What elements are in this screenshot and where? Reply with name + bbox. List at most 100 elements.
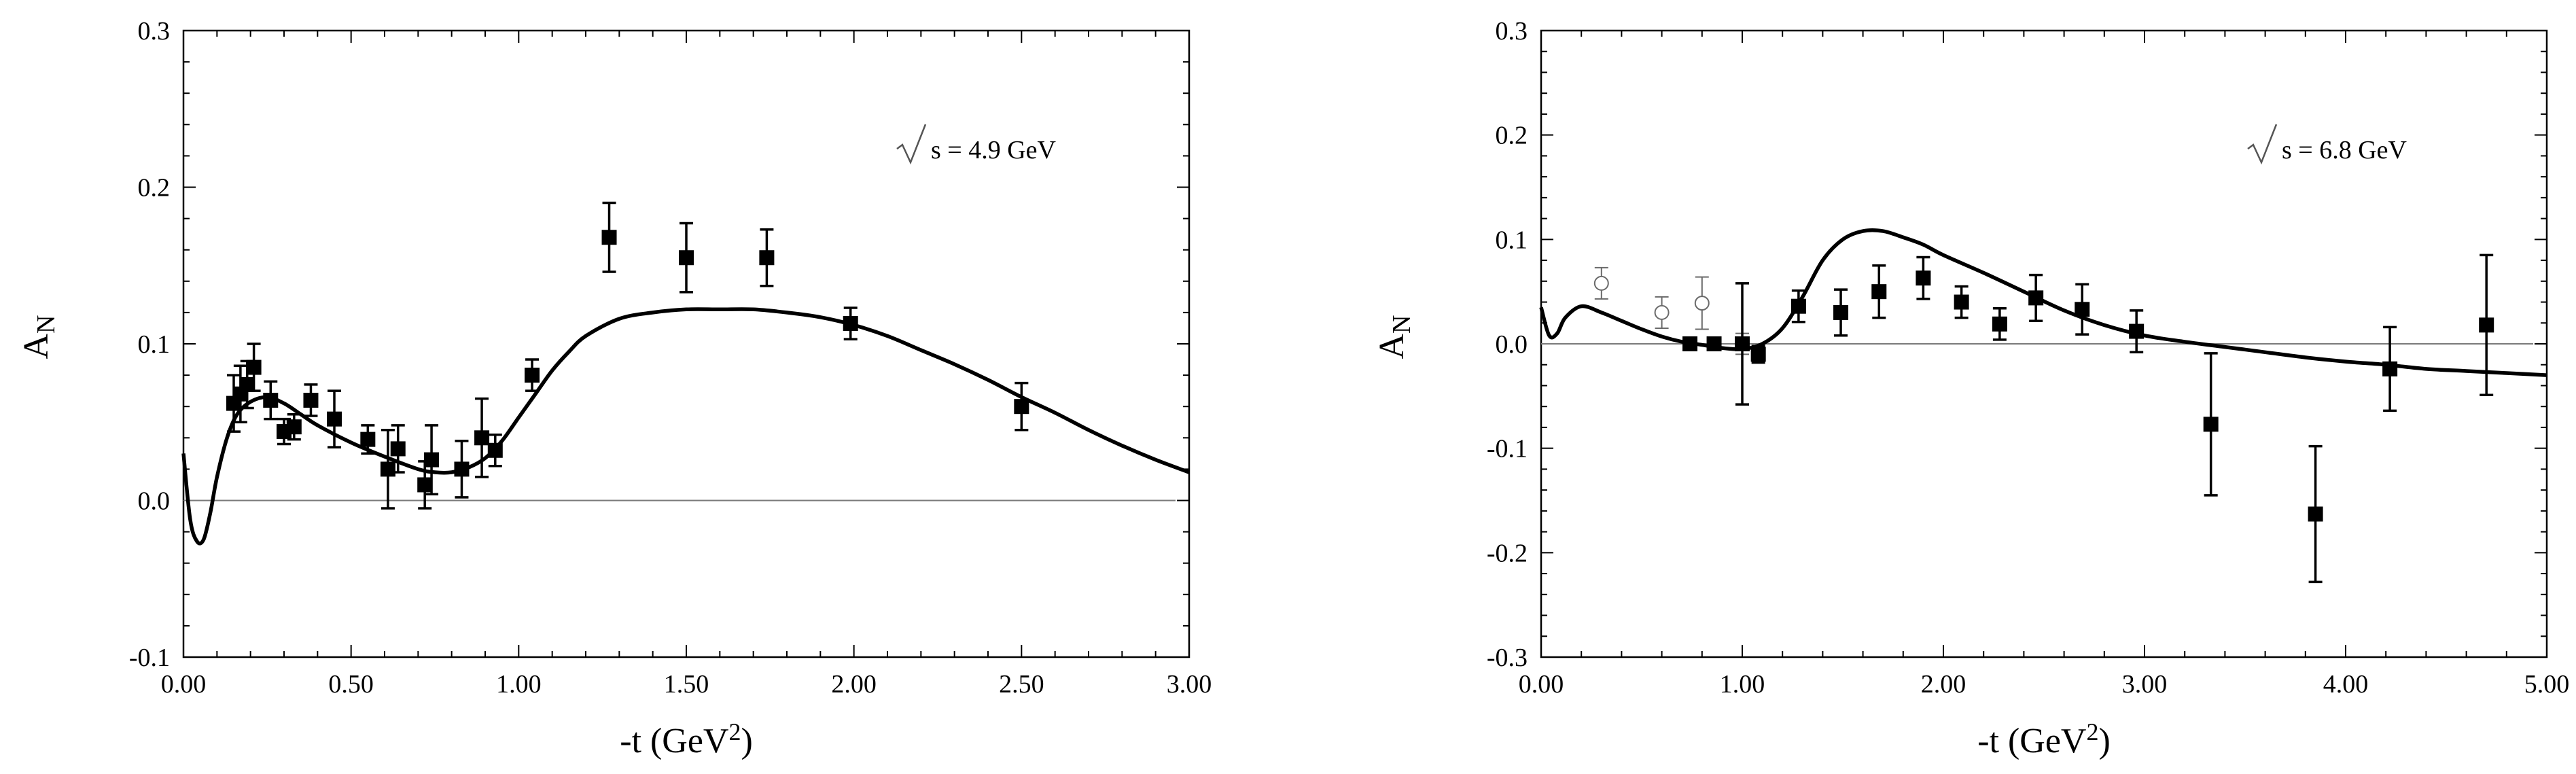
x-axis-title-superscript: 2 — [728, 718, 741, 745]
data-point — [1750, 345, 1766, 364]
data-points — [226, 201, 1029, 510]
x-axis-title-close: ) — [2098, 722, 2110, 760]
data-point — [843, 306, 858, 340]
square-marker — [303, 392, 319, 408]
open-circle-marker — [1694, 296, 1710, 311]
data-point — [1992, 307, 2007, 341]
data-point — [424, 424, 440, 496]
square-marker — [424, 452, 440, 468]
energy-annotation: s = 6.8 GeV — [2247, 124, 2407, 165]
data-points — [1593, 253, 2494, 584]
tick-labels: 0.00 0.50 1.00 1.50 2.00 2.50 3.00 -0.1 0.0 0.1 0.… — [129, 17, 1212, 699]
x-axis-title-main: -t (GeV — [620, 722, 728, 760]
x-axis-title: -t (GeV2) — [620, 718, 753, 760]
data-point — [360, 424, 376, 455]
x-tick-label: 1.00 — [496, 670, 542, 699]
square-marker — [1871, 284, 1887, 300]
y-tick-label: 0.0 — [138, 487, 171, 516]
square-marker — [679, 250, 694, 266]
data-point — [1694, 276, 1710, 330]
data-point — [303, 383, 319, 417]
square-marker — [601, 230, 617, 245]
data-point — [246, 342, 262, 392]
data-point — [2308, 444, 2323, 584]
square-marker — [1750, 347, 1766, 362]
open-circle-marker — [1654, 304, 1670, 320]
data-point — [1682, 336, 1698, 351]
x-axis-title-superscript: 2 — [2086, 718, 2098, 745]
square-marker — [759, 250, 775, 266]
square-marker — [1706, 336, 1722, 351]
data-point — [1790, 289, 1806, 323]
square-marker — [2308, 506, 2323, 522]
y-tick-label: 0.1 — [1496, 226, 1528, 254]
square-marker — [380, 461, 395, 477]
y-tick-label: -0.1 — [129, 644, 170, 672]
data-point — [1871, 264, 1887, 319]
data-point — [679, 222, 694, 294]
data-point — [2075, 283, 2090, 336]
tick-labels: 0.00 1.00 2.00 3.00 4.00 5.00 -0.3 -0.2 -0.1 0.0 0… — [1487, 17, 2569, 699]
data-point — [1593, 266, 1609, 300]
square-marker — [246, 359, 262, 375]
energy-label: s = 4.9 GeV — [931, 136, 1057, 164]
square-marker — [2382, 361, 2398, 376]
square-marker — [1916, 270, 1931, 286]
right-plot-panel: 0.00 1.00 2.00 3.00 4.00 5.00 -0.3 -0.2 -0.1 0.0 0… — [1373, 17, 2569, 760]
y-axis-title: AN — [17, 315, 60, 359]
square-marker — [2028, 290, 2044, 306]
square-marker — [454, 461, 470, 477]
axis-ticks — [183, 30, 1190, 658]
data-point — [390, 424, 406, 474]
data-point — [2028, 273, 2044, 322]
x-tick-label: 5.00 — [2524, 670, 2570, 699]
square-marker — [2479, 317, 2494, 333]
square-marker — [286, 419, 302, 435]
data-point — [1706, 336, 1722, 351]
data-point — [1735, 282, 1750, 406]
data-point — [263, 380, 279, 421]
square-marker — [360, 432, 376, 447]
square-marker — [263, 392, 279, 408]
y-tick-label: 0.3 — [138, 17, 171, 46]
square-marker — [239, 376, 255, 392]
data-point — [525, 358, 540, 392]
square-marker — [843, 316, 858, 332]
data-point — [454, 440, 470, 499]
square-marker — [1954, 294, 1969, 310]
sqrt-symbol — [2247, 124, 2278, 165]
data-point — [2129, 309, 2145, 354]
y-tick-label: 0.3 — [1496, 17, 1528, 46]
y-axis-title-main: A — [17, 334, 56, 359]
y-axis-title-subscript: N — [1388, 315, 1416, 333]
x-tick-label: 0.00 — [161, 670, 207, 699]
square-marker — [1790, 298, 1806, 314]
model-curve — [181, 307, 1190, 546]
data-point — [2382, 326, 2398, 412]
y-axis-title-main: A — [1373, 334, 1411, 359]
x-tick-label: 0.50 — [328, 670, 374, 699]
x-axis-title-close: ) — [741, 722, 752, 760]
x-tick-label: 4.00 — [2323, 670, 2369, 699]
square-marker — [525, 368, 540, 383]
data-point — [286, 412, 302, 441]
data-point — [1954, 285, 1969, 319]
square-marker — [390, 441, 406, 457]
y-tick-label: 0.2 — [1496, 122, 1528, 150]
data-point — [487, 433, 503, 468]
x-tick-label: 1.50 — [664, 670, 709, 699]
x-tick-label: 1.00 — [1720, 670, 1765, 699]
square-marker — [1992, 316, 2007, 332]
x-tick-label: 2.00 — [1921, 670, 1966, 699]
y-tick-label: 0.1 — [138, 330, 171, 359]
square-marker — [2203, 417, 2219, 432]
data-point — [2479, 253, 2494, 397]
data-point — [1833, 288, 1849, 337]
x-axis-title: -t (GeV2) — [1977, 718, 2111, 760]
square-marker — [327, 411, 342, 427]
data-point — [759, 228, 775, 287]
energy-annotation: s = 4.9 GeV — [896, 124, 1057, 165]
y-tick-label: -0.2 — [1487, 539, 1528, 567]
plot-frame — [182, 29, 1190, 658]
